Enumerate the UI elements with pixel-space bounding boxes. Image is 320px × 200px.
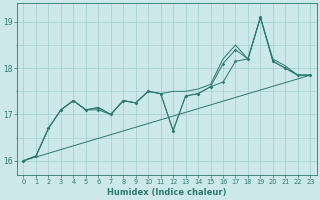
X-axis label: Humidex (Indice chaleur): Humidex (Indice chaleur)	[107, 188, 227, 197]
